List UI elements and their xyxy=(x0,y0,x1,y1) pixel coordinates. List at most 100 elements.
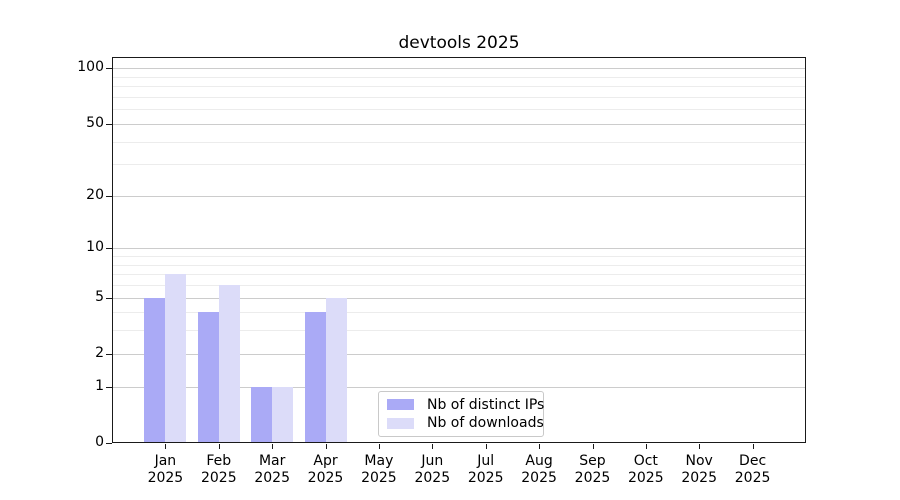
x-tick xyxy=(699,444,701,449)
x-tick-year: 2025 xyxy=(200,470,237,486)
x-tick xyxy=(752,444,754,449)
y-gridline-major xyxy=(112,123,806,125)
x-tick-label: Jan 2025 xyxy=(133,453,197,487)
x-tick-label: Dec 2025 xyxy=(721,453,785,487)
x-tick-month: Apr xyxy=(313,453,338,469)
y-gridline-minor xyxy=(112,256,806,257)
x-tick xyxy=(645,444,647,449)
x-tick-year: 2025 xyxy=(627,470,664,486)
x-tick-month: Dec xyxy=(739,453,767,469)
y-tick-label: 2 xyxy=(95,344,104,361)
x-tick-label: Aug 2025 xyxy=(507,453,571,487)
y-gridline-minor xyxy=(112,312,806,314)
x-tick-year: 2025 xyxy=(521,470,557,486)
x-tick xyxy=(325,444,327,449)
y-gridline-minor xyxy=(112,264,806,266)
y-gridline-major xyxy=(112,353,806,355)
x-tick-label: Sep 2025 xyxy=(561,453,625,487)
x-tick-label: Jun 2025 xyxy=(400,453,464,487)
x-tick-label: May 2025 xyxy=(347,453,411,487)
x-tick xyxy=(218,444,220,449)
legend-row: Nb of distinct IPs xyxy=(387,397,544,413)
bar-downloads xyxy=(165,274,187,443)
y-gridline-minor xyxy=(112,285,806,286)
bar-distinct-ips xyxy=(197,312,219,443)
y-tick xyxy=(106,195,112,197)
legend-swatch-downloads xyxy=(387,417,414,429)
x-tick xyxy=(539,444,541,449)
x-tick xyxy=(272,444,274,449)
y-gridline-minor xyxy=(112,274,806,276)
x-tick-label: Oct 2025 xyxy=(614,453,678,487)
x-tick-month: Oct xyxy=(633,453,658,469)
x-tick-month: Jun xyxy=(421,453,444,469)
x-tick-month: Sep xyxy=(579,453,606,469)
bar-distinct-ips xyxy=(144,297,166,443)
x-tick-label: Jul 2025 xyxy=(454,453,518,487)
bar-downloads xyxy=(218,285,240,443)
y-tick-label: 5 xyxy=(95,288,104,305)
x-tick xyxy=(378,444,380,449)
x-tick-year: 2025 xyxy=(574,470,611,486)
y-gridline-minor xyxy=(112,330,806,332)
bar-downloads xyxy=(272,386,294,443)
y-tick-label: 0 xyxy=(95,434,104,450)
x-tick-month: Jan xyxy=(154,453,177,469)
y-gridline-minor xyxy=(112,141,806,143)
x-tick xyxy=(592,444,594,449)
x-tick-label: Feb 2025 xyxy=(187,453,251,487)
x-tick-year: 2025 xyxy=(254,470,290,486)
x-tick-month: Mar xyxy=(258,453,286,469)
bar-distinct-ips xyxy=(304,312,326,443)
x-tick-year: 2025 xyxy=(734,470,771,486)
bar-distinct-ips xyxy=(251,386,273,443)
x-tick-month: Aug xyxy=(525,453,553,469)
y-gridline-minor xyxy=(112,86,806,88)
y-gridline-minor xyxy=(112,164,806,166)
y-tick-label: 50 xyxy=(86,114,104,131)
y-tick-label: 1 xyxy=(95,377,104,394)
y-tick xyxy=(106,297,112,299)
x-tick-year: 2025 xyxy=(361,470,397,486)
y-tick xyxy=(106,248,112,250)
x-tick-year: 2025 xyxy=(147,470,184,486)
x-tick-month: Jul xyxy=(477,453,495,469)
x-tick xyxy=(432,444,434,449)
y-gridline-minor xyxy=(112,96,806,98)
legend-label-distinct-ips: Nb of distinct IPs xyxy=(427,396,545,413)
legend-label-downloads: Nb of downloads xyxy=(427,415,544,432)
x-tick-month: May xyxy=(364,453,394,469)
x-tick xyxy=(485,444,487,449)
legend-row: Nb of downloads xyxy=(387,415,544,431)
x-tick-year: 2025 xyxy=(414,470,451,486)
y-gridline-major xyxy=(112,68,806,70)
y-tick xyxy=(106,386,112,388)
x-tick xyxy=(165,444,167,449)
y-gridline-major xyxy=(112,297,806,299)
x-tick-year: 2025 xyxy=(467,470,504,486)
y-tick xyxy=(106,123,112,125)
chart-title: devtools 2025 xyxy=(398,33,520,53)
y-gridline-major xyxy=(112,248,806,250)
y-tick xyxy=(106,68,112,70)
y-tick-label: 100 xyxy=(77,59,104,76)
x-tick-year: 2025 xyxy=(681,470,717,486)
x-tick-label: Apr 2025 xyxy=(294,453,358,487)
x-tick-label: Mar 2025 xyxy=(240,453,304,487)
y-tick-label: 10 xyxy=(86,239,104,256)
legend: Nb of distinct IPs Nb of downloads xyxy=(378,391,544,437)
legend-swatch-distinct-ips xyxy=(387,399,414,411)
bar-downloads xyxy=(325,297,347,443)
x-tick-year: 2025 xyxy=(307,470,344,486)
x-tick-month: Nov xyxy=(685,453,713,469)
y-tick-label: 20 xyxy=(86,186,104,203)
y-tick xyxy=(106,443,112,444)
y-gridline-minor xyxy=(112,109,806,111)
x-tick-month: Feb xyxy=(206,453,232,469)
x-tick-label: Nov 2025 xyxy=(667,453,731,487)
y-gridline-minor xyxy=(112,76,806,78)
y-gridline-major xyxy=(112,386,806,388)
y-tick xyxy=(106,353,112,355)
y-gridline-major xyxy=(112,195,806,197)
